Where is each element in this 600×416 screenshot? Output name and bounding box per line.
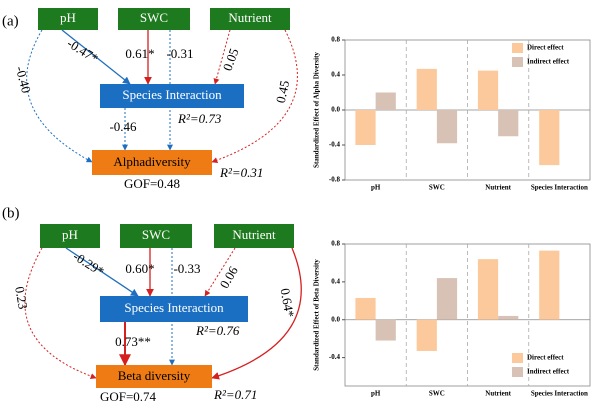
edge-label: -0.33 xyxy=(173,261,200,276)
node-label: SWC xyxy=(140,10,168,25)
node-label: Nutrient xyxy=(232,227,276,242)
y-tick-label: -0.4 xyxy=(329,353,341,361)
x-tick-label: SWC xyxy=(429,184,445,192)
x-tick-label: Species Interaction xyxy=(531,390,588,398)
y-axis-label: Standardized Effect of Alpha Diversity xyxy=(313,52,321,168)
arrow xyxy=(65,247,139,297)
edge-label: 0.61* xyxy=(125,46,154,61)
x-tick-label: SWC xyxy=(429,390,445,398)
legend-label: Indirect effect xyxy=(527,58,570,66)
node xyxy=(214,224,294,248)
x-tick-label: pH xyxy=(371,184,381,192)
y-tick-label: 0.8 xyxy=(331,240,340,248)
node xyxy=(100,296,248,322)
bar xyxy=(477,259,499,320)
panel-label: (b) xyxy=(2,205,20,221)
node xyxy=(96,365,212,388)
edge-label: -0.47* xyxy=(65,35,101,66)
arrow xyxy=(204,247,236,297)
legend-swatch xyxy=(512,367,523,377)
x-tick-label: Nutrient xyxy=(485,390,511,398)
node xyxy=(92,150,212,175)
node-label: Species Interaction xyxy=(122,87,222,102)
node-label: Species Interaction xyxy=(124,300,224,315)
bar xyxy=(416,68,437,110)
edge-label: 0.23 xyxy=(12,285,31,310)
legend-swatch xyxy=(512,353,523,363)
node xyxy=(100,84,244,108)
r2-label: R²=0.76 xyxy=(195,323,240,338)
y-axis-label: Standardized Effect of Beta Diversity xyxy=(313,259,321,371)
arrow xyxy=(26,29,93,163)
edge-label: 0.05 xyxy=(220,46,242,73)
x-tick-label: pH xyxy=(371,390,381,398)
gof-label: GOF=0.74 xyxy=(100,389,157,404)
arrow xyxy=(211,29,298,164)
y-tick-label: 0.4 xyxy=(331,277,340,285)
x-tick-label: Species Interaction xyxy=(531,184,588,192)
node xyxy=(210,8,290,30)
edge-label: -0.46 xyxy=(109,119,137,134)
y-tick-label: 0.8 xyxy=(331,36,340,44)
y-tick-label: -0.4 xyxy=(329,141,341,149)
bar xyxy=(355,297,376,320)
edge-label: -0.31 xyxy=(166,46,193,61)
arrow xyxy=(213,29,231,85)
bar-chart: -0.8 -0.4 0.0 0.4 0.8 Standardized Effect of … xyxy=(313,36,591,192)
gof-label: GOF=0.48 xyxy=(124,176,180,191)
node xyxy=(38,8,98,30)
bar xyxy=(498,315,519,320)
bar xyxy=(436,110,458,144)
r2-label: R²=0.73 xyxy=(177,111,222,126)
node xyxy=(118,8,190,30)
y-tick-label: -0.8 xyxy=(329,176,341,184)
y-tick-label: 0.0 xyxy=(331,106,340,114)
legend-swatch xyxy=(512,57,523,67)
bar xyxy=(539,110,560,166)
legend-label: Direct effect xyxy=(527,44,564,52)
bar xyxy=(375,319,396,341)
edge-label: -0.40 xyxy=(13,65,35,95)
y-tick-label: 0.4 xyxy=(331,71,340,79)
bar xyxy=(436,278,458,320)
r2-label: R²=0.71 xyxy=(213,387,257,402)
edge-label: -0.29* xyxy=(71,248,107,279)
node xyxy=(40,224,100,248)
x-tick-label: Nutrient xyxy=(485,184,511,192)
edge-label: 0.45 xyxy=(273,79,292,104)
node-label: Beta diversity xyxy=(118,368,191,383)
node xyxy=(120,224,192,248)
bar xyxy=(477,70,499,110)
node-label: Alphadiversity xyxy=(113,154,191,169)
bar-chart: -0.4 0.0 0.4 0.8 Standardized Effect of Beta… xyxy=(313,240,591,398)
diagram-a: (a) pH SWC Nutrient Species Interaction … xyxy=(2,8,298,191)
y-tick-label: 0.0 xyxy=(331,315,340,323)
legend-label: Indirect effect xyxy=(527,368,570,376)
edge-label: 0.64* xyxy=(278,287,298,318)
arrow xyxy=(211,247,302,380)
edge-label: 0.60* xyxy=(125,261,154,276)
legend-label: Direct effect xyxy=(527,354,564,362)
bar xyxy=(375,92,396,110)
bar xyxy=(539,250,560,320)
legend-swatch xyxy=(512,43,523,53)
node-label: SWC xyxy=(142,227,170,242)
edge-label: 0.73** xyxy=(115,334,151,349)
edge-label: 0.06 xyxy=(217,263,242,291)
node-label: pH xyxy=(62,227,78,242)
node-label: pH xyxy=(60,10,76,25)
node-label: Nutrient xyxy=(228,10,272,25)
r2-label: R²=0.31 xyxy=(219,165,263,180)
bar xyxy=(416,319,437,351)
panel-label: (a) xyxy=(2,13,19,29)
arrow xyxy=(61,29,131,85)
bar xyxy=(355,110,376,145)
diagram-b: (b) pH SWC Nutrient Species Interaction … xyxy=(2,205,302,404)
bar xyxy=(498,110,519,137)
